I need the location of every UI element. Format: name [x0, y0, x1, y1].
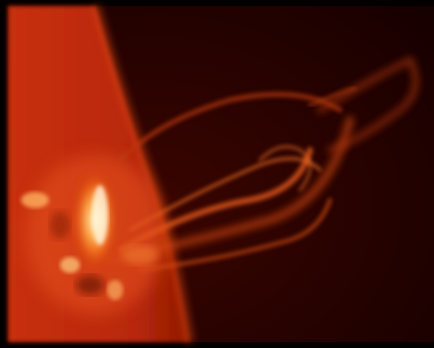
limb-glow — [92, 4, 194, 343]
dark-patch — [50, 211, 70, 239]
bright-patch — [60, 257, 80, 273]
bright-patch — [107, 280, 123, 300]
bright-patch — [122, 245, 158, 265]
flare-kernel — [92, 185, 108, 245]
bright-patch — [21, 192, 49, 208]
dark-patch — [76, 275, 104, 295]
